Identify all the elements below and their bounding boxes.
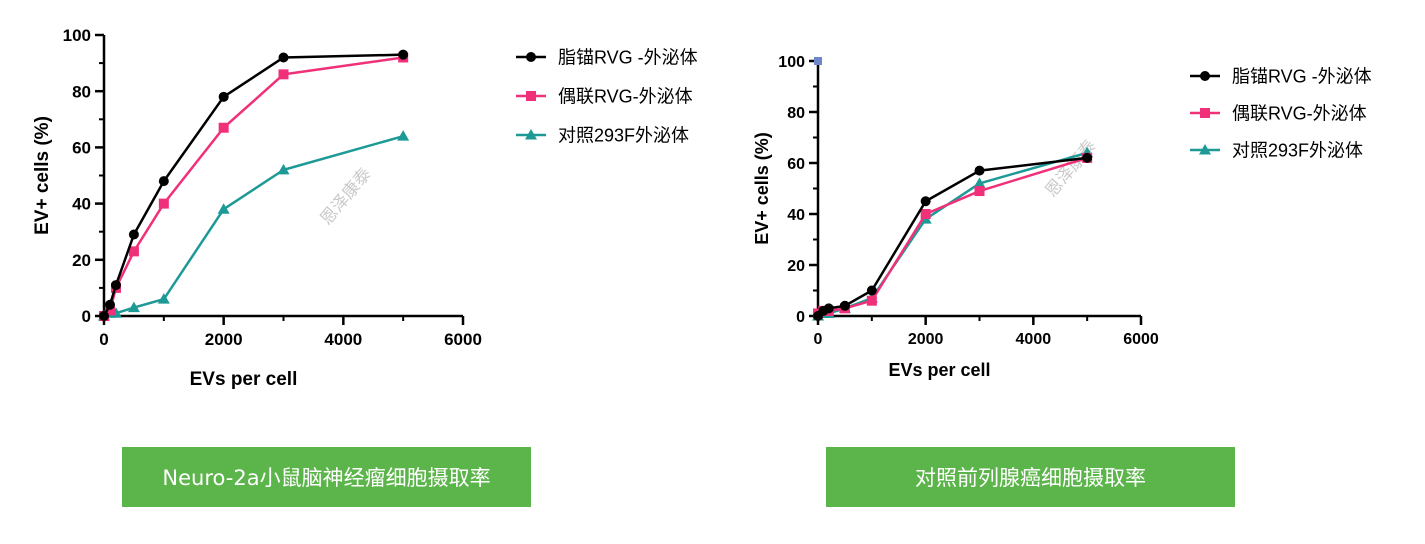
chart-1: 0 2000 4000 6000 0 20 40 60 80 100 EVs per cell EV+… xyxy=(32,26,698,390)
y-tick-label: 80 xyxy=(787,105,805,122)
x-tick-label: 0 xyxy=(99,330,108,349)
legend-item: 偶联RVG-外泌体 xyxy=(516,86,693,106)
legend-item: 对照293F外泌体 xyxy=(516,125,689,145)
y-axis-label: EV+ cells (%) xyxy=(752,132,772,245)
data-point xyxy=(397,130,410,141)
data-point xyxy=(866,295,877,306)
legend-marker xyxy=(1200,108,1210,118)
y-axis-label: EV+ cells (%) xyxy=(32,116,53,235)
data-point xyxy=(920,209,931,219)
caption-right-text: 对照前列腺癌细胞摄取率 xyxy=(915,466,1146,490)
data-point xyxy=(278,52,289,63)
data-point xyxy=(128,246,139,257)
data-point xyxy=(218,91,229,102)
data-point xyxy=(158,176,169,187)
y-tick-label: 20 xyxy=(787,258,805,275)
legend-label: 脂锚RVG -外泌体 xyxy=(558,47,698,67)
data-point xyxy=(920,196,931,207)
caption-right-prostate: 对照前列腺癌细胞摄取率 xyxy=(826,447,1235,507)
legend-marker xyxy=(1199,144,1211,155)
legend-item: 脂锚RVG -外泌体 xyxy=(516,47,698,67)
legend-label: 偶联RVG-外泌体 xyxy=(558,86,693,106)
x-tick-label: 4000 xyxy=(1016,331,1052,348)
legend-label: 对照293F外泌体 xyxy=(1232,140,1363,160)
data-point xyxy=(974,186,985,197)
y-tick-label: 80 xyxy=(72,82,91,101)
legend-label: 脂锚RVG -外泌体 xyxy=(1232,66,1372,86)
y-tick-label: 20 xyxy=(72,251,91,270)
x-tick-label: 4000 xyxy=(324,330,362,349)
legend-item: 脂锚RVG -外泌体 xyxy=(1190,66,1372,86)
y-tick-label: 60 xyxy=(787,156,805,173)
legend-label: 偶联RVG-外泌体 xyxy=(1232,103,1367,123)
legend-item: 对照293F外泌体 xyxy=(1190,140,1363,160)
data-point xyxy=(974,165,985,176)
legend-marker xyxy=(1200,71,1210,81)
data-point xyxy=(823,303,834,314)
series-triangle xyxy=(98,130,410,321)
data-point xyxy=(157,293,170,304)
data-point xyxy=(839,300,850,311)
data-point xyxy=(278,69,289,80)
series-circle xyxy=(99,49,409,321)
x-tick-label: 0 xyxy=(814,331,823,348)
y-tick-label: 0 xyxy=(82,307,91,326)
legend-item: 偶联RVG-外泌体 xyxy=(1190,103,1367,123)
data-point xyxy=(277,163,290,175)
x-tick-label: 2000 xyxy=(205,330,243,349)
caption-left-neuro2a: Neuro-2a小鼠脑神经瘤细胞摄取率 xyxy=(122,447,531,507)
series-line xyxy=(817,151,1088,318)
caption-left-text: Neuro-2a小鼠脑神经瘤细胞摄取率 xyxy=(162,466,491,490)
y-tick-label: 0 xyxy=(796,309,805,326)
x-axis-label: EVs per cell xyxy=(888,360,990,380)
legend-marker xyxy=(526,91,536,101)
data-point xyxy=(99,311,109,321)
legend-marker xyxy=(525,129,537,140)
series-triangle xyxy=(812,146,1094,321)
data-point xyxy=(128,229,139,240)
y-tick-label: 60 xyxy=(72,139,91,158)
y-tick-label: 100 xyxy=(778,54,805,71)
data-point xyxy=(218,122,229,133)
extra-data-point xyxy=(814,57,822,65)
y-tick-label: 100 xyxy=(63,26,91,45)
data-point xyxy=(104,299,115,310)
x-tick-label: 6000 xyxy=(444,330,482,349)
y-tick-label: 40 xyxy=(787,207,805,224)
data-point xyxy=(110,280,121,291)
data-point xyxy=(398,49,409,60)
legend-label: 对照293F外泌体 xyxy=(558,125,689,145)
x-tick-label: 6000 xyxy=(1123,331,1159,348)
data-point xyxy=(127,301,140,313)
x-tick-label: 2000 xyxy=(908,331,944,348)
x-axis-label: EVs per cell xyxy=(190,369,298,390)
data-point xyxy=(866,285,877,296)
data-point xyxy=(1082,152,1093,163)
data-point xyxy=(217,203,230,214)
series-circle xyxy=(813,152,1093,321)
watermark: 恩泽康泰 xyxy=(317,164,375,228)
y-tick-label: 40 xyxy=(72,195,91,214)
data-point xyxy=(104,305,115,316)
data-point xyxy=(158,198,169,209)
legend-marker xyxy=(526,52,536,62)
data-point xyxy=(973,177,986,188)
chart-2: 0 2000 4000 6000 0 20 40 60 80 100 EVs per cell EV+… xyxy=(752,54,1372,380)
